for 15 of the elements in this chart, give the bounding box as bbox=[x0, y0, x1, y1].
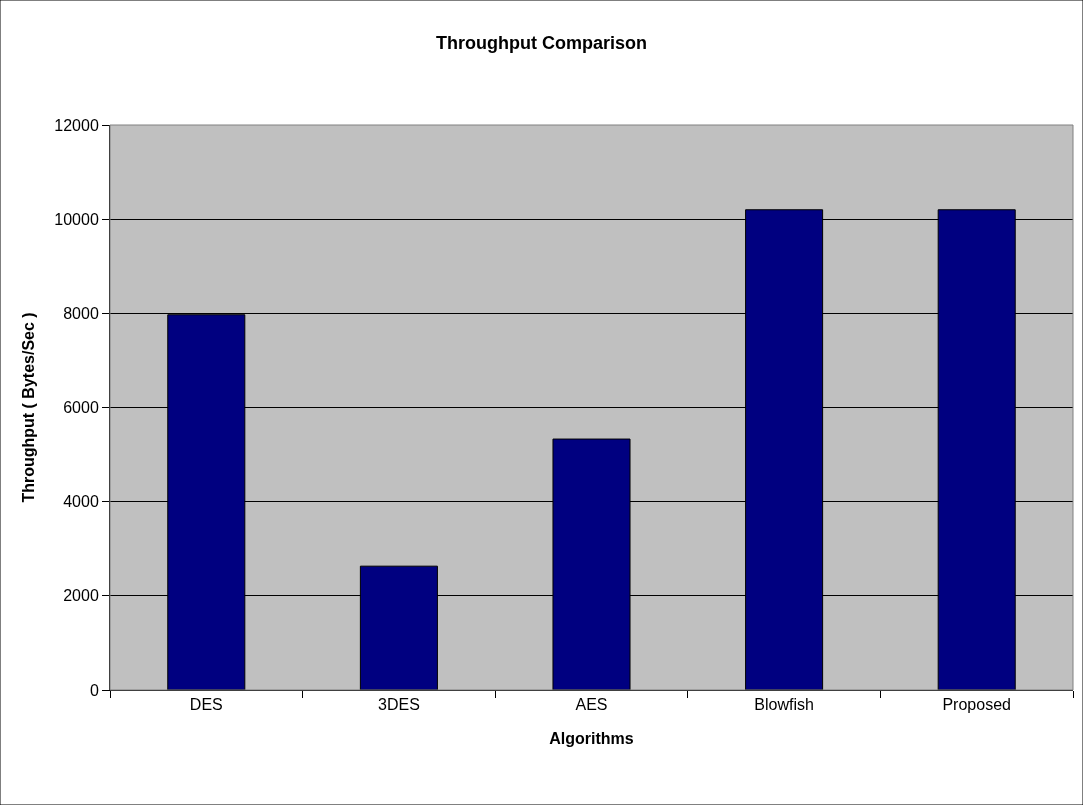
x-tick-label: 3DES bbox=[378, 696, 420, 714]
y-tick-label: 10000 bbox=[54, 210, 99, 228]
x-tick-label: DES bbox=[189, 696, 223, 714]
y-tick-label: 0 bbox=[89, 681, 99, 699]
x-tick-label: Proposed bbox=[942, 696, 1011, 714]
x-axis-title: Algorithms bbox=[549, 729, 634, 747]
y-tick-label: 8000 bbox=[63, 304, 99, 322]
y-tick-label: 12000 bbox=[54, 116, 99, 134]
chart-title: Throughput Comparison bbox=[436, 32, 647, 53]
x-tick-label: Blowfish bbox=[754, 696, 814, 714]
y-tick-label: 2000 bbox=[63, 587, 99, 605]
y-tick-label: 6000 bbox=[63, 399, 99, 417]
y-tick-label: 4000 bbox=[63, 493, 99, 511]
y-axis-title: Throughput ( Bytes/Sec ) bbox=[20, 312, 38, 503]
x-tick-label: AES bbox=[575, 696, 608, 714]
